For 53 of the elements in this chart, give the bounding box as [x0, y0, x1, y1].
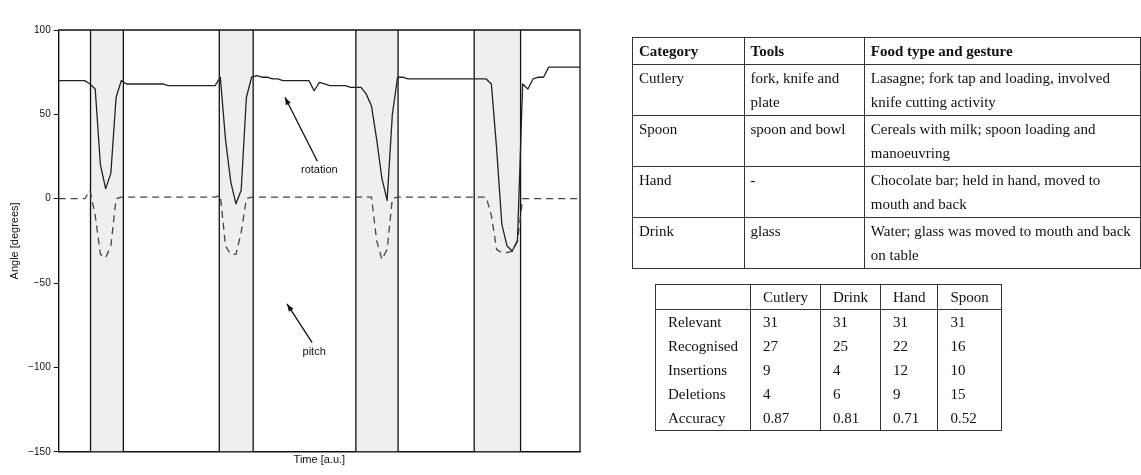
data-label: 4: [750, 382, 821, 406]
annotation: pitch: [302, 344, 326, 357]
y-tick-label: −100: [28, 361, 52, 373]
data-label: 16: [937, 334, 1002, 358]
data-label: 15: [937, 382, 1002, 406]
x-tick-label: Spoon: [937, 284, 1002, 310]
data-label: 6: [820, 382, 881, 406]
data-label: 0.71: [880, 406, 938, 431]
data-label: 9: [880, 382, 938, 406]
text: spoon and bowl: [744, 115, 865, 167]
y-tick-label: Recognised: [667, 337, 739, 356]
data-label: 27: [750, 334, 821, 358]
y-tick-label: 100: [34, 23, 52, 35]
text: Spoon: [632, 115, 745, 167]
y-tick-label: Accuracy: [667, 409, 727, 428]
x-axis-title: Time [a.u.]: [293, 453, 346, 466]
x-tick-label: Drink: [820, 284, 881, 310]
y-tick-label: 50: [39, 108, 52, 120]
y-tick-label: Relevant: [667, 313, 723, 332]
text: Cereals with milk; spoon loading and manoeuvring: [864, 115, 1141, 167]
text: Chocolate bar; held in hand, moved to mouth and back: [864, 166, 1141, 218]
data-label: 31: [750, 309, 821, 334]
data-label: 0.81: [820, 406, 881, 431]
text: Cutlery: [632, 64, 745, 116]
y-tick-label: Insertions: [667, 361, 729, 380]
data-label: 31: [937, 309, 1002, 334]
x-tick-label: Cutlery: [750, 284, 821, 310]
y-tick-label: −150: [28, 445, 52, 457]
text: Drink: [632, 217, 745, 269]
annotation: rotation: [301, 163, 338, 176]
data-label: 12: [880, 358, 938, 382]
data-label: 31: [820, 309, 881, 334]
data-label: 0.87: [750, 406, 821, 431]
data-label: 0.52: [937, 406, 1002, 431]
data-label: 10: [937, 358, 1002, 382]
data-label: 25: [820, 334, 881, 358]
x-tick-label: Hand: [880, 284, 938, 310]
data-label: 31: [880, 309, 938, 334]
data-label: 4: [820, 358, 881, 382]
y-tick-label: −50: [33, 276, 52, 288]
text: Hand: [632, 166, 745, 218]
text: glass: [744, 217, 865, 269]
text: -: [744, 166, 865, 218]
data-label: 22: [880, 334, 938, 358]
data-label: 9: [750, 358, 821, 382]
category-label: Category: [632, 37, 745, 65]
category-label: Tools: [744, 37, 865, 65]
category-label: Food type and gesture: [864, 37, 1141, 65]
y-axis-title: Angle [degrees]: [7, 202, 20, 280]
y-tick-label: Deletions: [667, 385, 727, 404]
text: Water; glass was moved to mouth and back on table: [864, 217, 1141, 269]
y-tick-label: 0: [45, 192, 52, 204]
text: Lasagne; fork tap and loading, involved knife cutting activity: [864, 64, 1141, 116]
